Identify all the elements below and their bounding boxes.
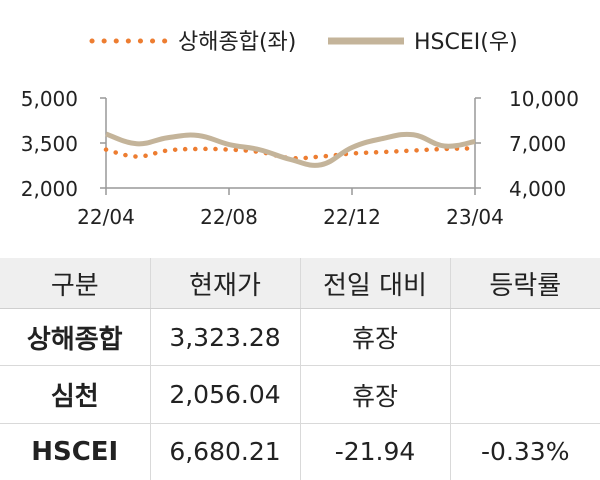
row-rate: -0.33% (481, 437, 570, 467)
index-chart: 상해종합(좌) HSCEI(우) 5,000 3,500 2,000 10,000 7,… (21, 30, 579, 229)
table-row: 심천 2,056.04 휴장 (0, 365, 600, 424)
x-tick-label: 22/04 (77, 205, 135, 229)
header-change: 전일 대비 (300, 258, 451, 310)
table-header-row: 구분 현재가 전일 대비 등락률 (0, 258, 600, 310)
x-tick-label: 22/08 (200, 205, 258, 229)
header-category: 구분 (0, 258, 151, 310)
row-price: 6,680.21 (150, 423, 301, 480)
row-change: -21.94 (300, 423, 451, 480)
x-tick-label: 22/12 (323, 205, 381, 229)
row-change: 휴장 (300, 365, 451, 424)
series-shanghai-line (103, 146, 478, 161)
legend-hscei-label: HSCEI(우) (414, 30, 518, 55)
table-row: 상해종합 3,323.28 휴장 (0, 308, 600, 367)
y-right-tick-label: 10,000 (509, 87, 579, 111)
row-price: 2,056.04 (150, 365, 301, 424)
row-rate (450, 365, 600, 424)
row-rate (450, 308, 600, 367)
header-rate: 등락률 (450, 258, 600, 310)
table-row: HSCEI 6,680.21 -21.94 -0.33% (0, 423, 600, 480)
y-left-tick-label: 3,500 (21, 132, 78, 156)
row-price: 3,323.28 (150, 308, 301, 367)
legend: 상해종합(좌) HSCEI(우) (89, 30, 518, 55)
row-change: 휴장 (300, 308, 451, 367)
row-name: 상해종합 (0, 308, 151, 367)
index-table: 구분 현재가 전일 대비 등락률 상해종합 3,323.28 휴장 심천 2,0… (0, 258, 600, 480)
row-name: 심천 (0, 365, 151, 424)
row-name: HSCEI (0, 423, 151, 480)
series-hscei-line (105, 131, 476, 168)
y-right-tick-label: 4,000 (509, 177, 566, 201)
y-left-tick-label: 2,000 (21, 177, 78, 201)
y-left-tick-label: 5,000 (21, 87, 78, 111)
legend-shanghai-label: 상해종합(좌) (178, 30, 296, 55)
header-price: 현재가 (150, 258, 301, 310)
axes (105, 98, 476, 189)
x-tick-label: 23/04 (446, 205, 504, 229)
y-right-tick-label: 7,000 (509, 132, 566, 156)
